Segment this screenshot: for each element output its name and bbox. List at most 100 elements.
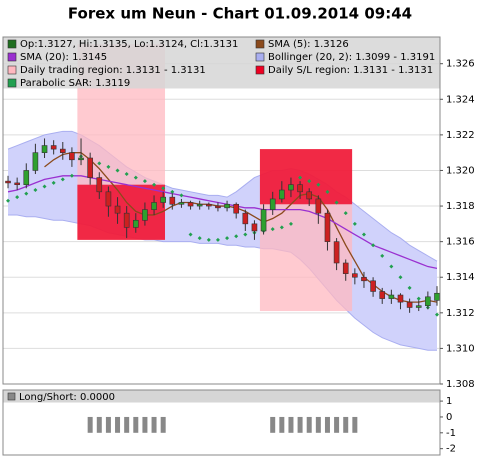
region [77, 184, 166, 240]
sar-dot [106, 164, 111, 169]
y-tick-label: -1 [446, 428, 456, 439]
bar [142, 416, 148, 433]
candle-body [105, 191, 112, 207]
sar-dot [124, 172, 129, 177]
legend-swatch [7, 65, 17, 75]
candle-body [96, 177, 103, 193]
bar [133, 416, 139, 433]
lower-header [3, 390, 440, 403]
candle-body [370, 280, 376, 292]
candle-body [233, 203, 239, 214]
overlay: Op:1.3127, Hi:1.3135, Lo:1.3124, Cl:1.31… [3, 37, 440, 89]
indicator-line [7, 175, 438, 269]
candle-body [14, 182, 20, 185]
candle-body [434, 292, 440, 301]
y-tick-label: 0 [446, 412, 452, 423]
candle-body [388, 294, 395, 299]
bar [343, 416, 349, 433]
candle-body [123, 212, 130, 228]
y-tick-label: 1.308 [446, 379, 475, 390]
sar-dot [416, 296, 421, 301]
sar-dot [389, 264, 394, 269]
y-tick-label: 1.314 [446, 272, 475, 283]
y-tick-label: 1.324 [446, 94, 475, 105]
candle-body [78, 157, 84, 161]
candle-body [397, 294, 404, 303]
lower-frame [2, 389, 441, 456]
sar-dot [307, 179, 312, 184]
candle-body [32, 152, 39, 171]
candle-body [379, 291, 386, 299]
candle-body [324, 212, 331, 242]
sar-dot [97, 161, 102, 166]
sar-dot [325, 189, 330, 194]
bar [87, 416, 93, 433]
bar [151, 416, 157, 433]
bar [297, 416, 303, 433]
candle-body [41, 145, 48, 153]
sar-dot [115, 168, 120, 173]
bar [124, 416, 130, 433]
bar [270, 416, 276, 433]
lower-swatch [7, 392, 16, 401]
sar-dot [343, 211, 348, 216]
bar [279, 416, 285, 433]
candle-body [415, 305, 422, 308]
candle-body [59, 148, 66, 153]
sar-dot [206, 237, 211, 242]
legend-label: Bollinger (20, 2): 1.3099 - 1.3191 [268, 52, 435, 63]
sar-dot [33, 188, 38, 193]
y-tick-label: 1.322 [446, 130, 475, 141]
sar-dot [161, 186, 166, 191]
y-tick-label: 1.318 [446, 201, 475, 212]
sar-dot [270, 227, 275, 232]
candle-body [87, 157, 93, 178]
candle-body [23, 170, 30, 185]
sar-dot [51, 180, 56, 185]
candle-body [69, 152, 75, 161]
candle-body [425, 296, 431, 307]
candle-body [50, 145, 57, 150]
legend-label: Parabolic SAR: 1.3119 [20, 78, 130, 89]
candle-body [269, 198, 276, 210]
y-tick-label: 1.310 [446, 343, 475, 354]
sar-dot [288, 221, 293, 226]
candle-body [187, 202, 194, 207]
bar [324, 416, 330, 433]
y-tick-label: 1.316 [446, 237, 475, 248]
legend-label: SMA (5): 1.3126 [268, 39, 349, 50]
bar [315, 416, 321, 433]
candle-body [178, 202, 185, 205]
price-panel [3, 44, 440, 384]
candle-body [306, 191, 313, 200]
candle-body [132, 219, 139, 228]
legend-swatch [255, 52, 265, 62]
legend-swatch [255, 39, 265, 49]
legend-label: SMA (20): 1.3145 [20, 52, 107, 63]
candle-body [215, 205, 221, 209]
legend-swatch [7, 52, 17, 62]
sar-dot [133, 175, 138, 180]
candle-body [196, 203, 203, 207]
sar-dot [15, 195, 20, 200]
candle-body [361, 276, 367, 282]
bar [115, 416, 121, 433]
candle-body [352, 273, 358, 278]
candle-body [406, 301, 413, 308]
sar-dot [361, 232, 366, 237]
sar-dot [6, 198, 11, 203]
y-tick-label: 1.320 [446, 165, 475, 176]
bar [160, 416, 166, 433]
y-tick-label: 1.312 [446, 308, 475, 319]
bar [96, 416, 102, 433]
candle-body [260, 209, 267, 232]
legend-label: Daily S/L region: 1.3131 - 1.3131 [268, 65, 433, 76]
candle-body [160, 196, 166, 203]
sar-dot [316, 182, 321, 187]
sar-dot [197, 236, 202, 241]
y-tick-label: 1 [446, 396, 452, 407]
sar-dot [225, 236, 230, 241]
candle-body [142, 209, 148, 221]
legend-swatch [255, 65, 265, 75]
